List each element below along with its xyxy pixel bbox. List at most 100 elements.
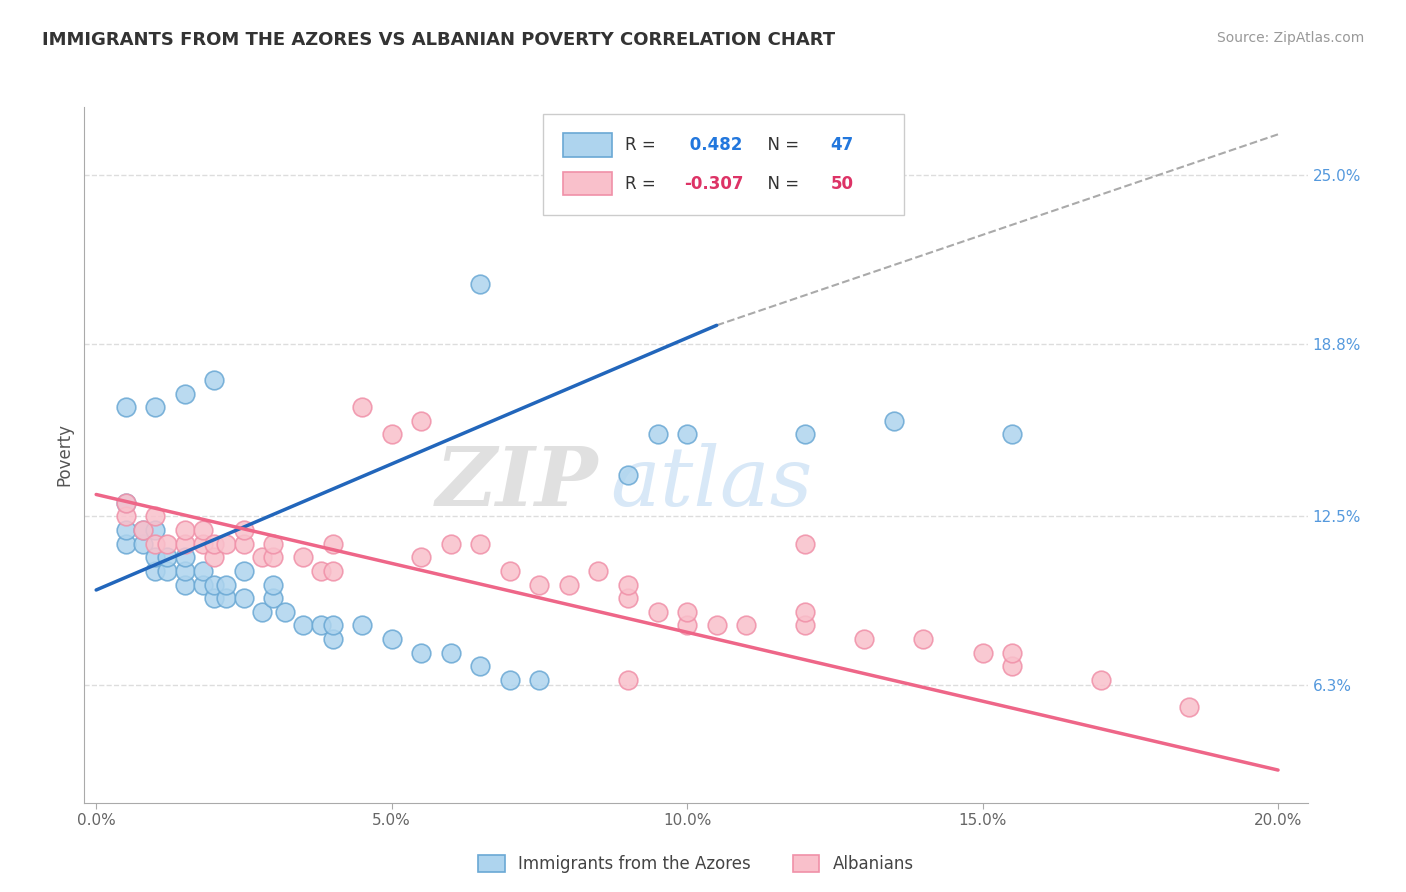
Text: IMMIGRANTS FROM THE AZORES VS ALBANIAN POVERTY CORRELATION CHART: IMMIGRANTS FROM THE AZORES VS ALBANIAN P… <box>42 31 835 49</box>
Point <box>794 536 817 550</box>
Point <box>912 632 935 646</box>
Point <box>617 577 640 591</box>
Point <box>1178 700 1201 714</box>
Point <box>143 550 166 565</box>
Point <box>794 605 817 619</box>
Point <box>143 523 166 537</box>
Point <box>440 646 463 660</box>
Point <box>676 427 699 442</box>
Point <box>202 591 225 606</box>
Text: N =: N = <box>758 136 804 154</box>
Point <box>1001 646 1024 660</box>
Point <box>173 564 195 578</box>
Point <box>647 427 669 442</box>
Point <box>676 605 699 619</box>
Point <box>202 550 225 565</box>
Point <box>1001 427 1024 442</box>
Point <box>352 618 374 632</box>
Point <box>173 386 195 401</box>
Point <box>381 427 404 442</box>
Point <box>132 536 155 550</box>
Point <box>156 536 179 550</box>
Text: -0.307: -0.307 <box>683 175 744 193</box>
FancyBboxPatch shape <box>543 114 904 215</box>
Point <box>202 577 225 591</box>
Point <box>322 564 344 578</box>
Point <box>794 427 817 442</box>
Point <box>274 605 297 619</box>
Point <box>232 591 254 606</box>
Point <box>114 400 136 414</box>
Point <box>191 536 214 550</box>
Point <box>309 618 332 632</box>
Point <box>322 632 344 646</box>
Point <box>411 646 433 660</box>
Point <box>114 536 136 550</box>
Text: R =: R = <box>626 136 661 154</box>
Text: N =: N = <box>758 175 804 193</box>
Point <box>470 659 492 673</box>
Point <box>292 618 315 632</box>
Text: atlas: atlas <box>610 442 813 523</box>
Point <box>972 646 994 660</box>
Text: ZIP: ZIP <box>436 442 598 523</box>
Point <box>215 536 238 550</box>
Point <box>250 605 273 619</box>
Text: 0.482: 0.482 <box>683 136 742 154</box>
Point <box>156 550 179 565</box>
Point <box>322 536 344 550</box>
Point <box>143 509 166 524</box>
Point <box>173 523 195 537</box>
Point <box>470 536 492 550</box>
Point <box>292 550 315 565</box>
Point <box>143 400 166 414</box>
Point <box>232 564 254 578</box>
Point <box>250 550 273 565</box>
Point <box>617 591 640 606</box>
Point <box>322 618 344 632</box>
Point <box>735 618 758 632</box>
FancyBboxPatch shape <box>562 134 612 157</box>
Point <box>262 536 284 550</box>
Point <box>232 536 254 550</box>
FancyBboxPatch shape <box>562 172 612 195</box>
Point <box>156 564 179 578</box>
Text: Source: ZipAtlas.com: Source: ZipAtlas.com <box>1216 31 1364 45</box>
Point <box>529 673 551 687</box>
Text: 47: 47 <box>831 136 853 154</box>
Point <box>191 564 214 578</box>
Point <box>215 591 238 606</box>
Point <box>173 536 195 550</box>
Point <box>202 373 225 387</box>
Point <box>262 591 284 606</box>
Point <box>1001 659 1024 673</box>
Point <box>706 618 728 632</box>
Point <box>470 277 492 292</box>
Point <box>617 673 640 687</box>
Point <box>114 496 136 510</box>
Point <box>114 523 136 537</box>
Point <box>143 536 166 550</box>
Y-axis label: Poverty: Poverty <box>55 424 73 486</box>
Point <box>215 577 238 591</box>
Point <box>647 605 669 619</box>
Point <box>411 550 433 565</box>
Point <box>114 496 136 510</box>
Text: R =: R = <box>626 175 661 193</box>
Point <box>853 632 876 646</box>
Point <box>440 536 463 550</box>
Point <box>143 564 166 578</box>
Point <box>202 536 225 550</box>
Point <box>411 414 433 428</box>
Point <box>262 550 284 565</box>
Point <box>132 523 155 537</box>
Point <box>352 400 374 414</box>
Point <box>132 523 155 537</box>
Text: 50: 50 <box>831 175 853 193</box>
Point <box>529 577 551 591</box>
Point <box>232 523 254 537</box>
Point <box>114 509 136 524</box>
Point <box>883 414 905 428</box>
Point <box>794 618 817 632</box>
Point <box>499 564 522 578</box>
